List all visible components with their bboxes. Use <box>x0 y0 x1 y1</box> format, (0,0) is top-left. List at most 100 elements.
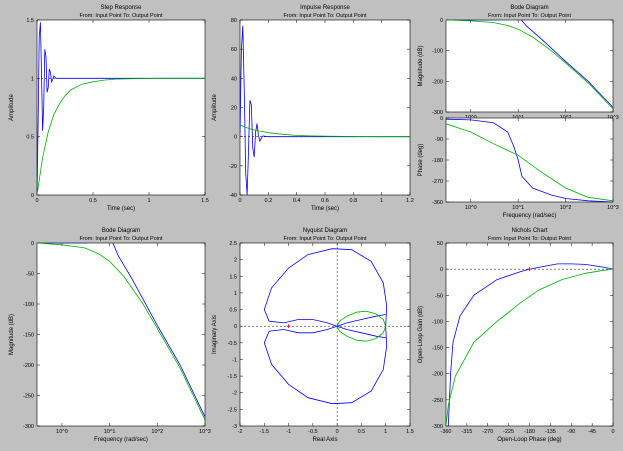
chart-subtitle: From: Input Point To: Output Point <box>488 13 572 19</box>
chart-title: Impulse Response <box>300 5 350 11</box>
series-line-mirror-blue <box>263 314 388 405</box>
x-tick-label: -0.5 <box>308 429 317 435</box>
x-tick-label: -315 <box>461 429 472 435</box>
y-tick-label: 1 <box>234 291 237 297</box>
y-tick-label: -180 <box>432 158 443 164</box>
axes-box <box>445 117 614 203</box>
y-tick-label: -40 <box>229 193 237 199</box>
x-axis-label: Time (sec) <box>107 206 135 212</box>
chart-6: Nichols Chart From: Input Point To: Outpu… <box>418 228 615 443</box>
x-axis-label: Frequency (rad/sec) <box>94 437 148 443</box>
series-line-blue <box>263 248 388 339</box>
y-axis-label: Magnitude (dB) <box>418 45 424 86</box>
x-tick-label: 10^2 <box>151 429 163 435</box>
x-tick-label: 0.2 <box>265 198 273 204</box>
x-tick-label: -135 <box>545 429 556 435</box>
x-tick-label: 1.5 <box>406 429 414 435</box>
chart-4: Bode Diagram From: Input Point To: Output… <box>9 228 211 443</box>
chart-title: Nyquist Diagram <box>303 228 347 234</box>
series-line-blue <box>446 20 613 108</box>
axes-box <box>445 19 614 113</box>
chart-title: Step Response <box>100 5 142 11</box>
y-axis-label: Open-Loop Gain (dB) <box>418 306 424 363</box>
x-tick-label: -2 <box>238 429 243 435</box>
y-axis-label: Phase (deg) <box>418 144 424 177</box>
x-tick-label: 0 <box>35 198 38 204</box>
series-line-green <box>37 243 205 421</box>
y-tick-label: 0 <box>31 193 34 199</box>
y-tick-label: 0 <box>234 324 237 330</box>
axes-box <box>239 242 411 427</box>
x-tick-label: 10^1 <box>104 429 116 435</box>
x-tick-label: 1.2 <box>406 198 414 204</box>
x-tick-label: 0.6 <box>321 198 329 204</box>
chart-5: Nyquist Diagram From: Input Point To: Out… <box>212 228 414 443</box>
x-tick-label: 0.5 <box>89 198 97 204</box>
y-tick-label: 0 <box>440 18 443 24</box>
y-tick-label: -200 <box>432 372 443 378</box>
series-line-green <box>336 310 387 327</box>
x-axis-label: Frequency (rad/sec) <box>503 213 557 219</box>
y-tick-label: -1.5 <box>228 374 237 380</box>
y-tick-label: -100 <box>432 319 443 325</box>
x-tick-label: 0 <box>238 198 241 204</box>
y-tick-label: -250 <box>23 394 34 400</box>
chart-3: 10^0 10^1 10^2 10^3 -360 -270 -180 -90 0 Frequenc… <box>418 116 619 219</box>
x-tick-label: 10^0 <box>465 205 477 211</box>
y-tick-label: -1 <box>232 357 237 363</box>
y-tick-label: -0.5 <box>228 341 237 347</box>
y-axis-label: Amplitude <box>212 94 218 121</box>
chart-title: Bode Diagram <box>102 228 140 234</box>
chart-subtitle: From: Input Point To: Output Point <box>283 236 367 242</box>
y-tick-label: -2.5 <box>228 407 237 413</box>
y-tick-label: -50 <box>435 293 443 299</box>
critical-point-marker <box>527 267 532 272</box>
x-tick-label: 0 <box>336 429 339 435</box>
series-line-blue <box>37 243 205 418</box>
x-tick-label: -1 <box>286 429 291 435</box>
y-tick-label: 2.5 <box>229 241 237 247</box>
y-axis-label: Magnitude (dB) <box>9 314 15 355</box>
chart-2: Bode Diagram From: Input Point To: Output… <box>418 5 619 129</box>
chart-subtitle: From: Input Point To: Output Point <box>79 236 163 242</box>
x-tick-label: -45 <box>588 429 596 435</box>
y-tick-label: 40 <box>231 76 237 82</box>
y-tick-label: 2 <box>234 258 237 264</box>
x-tick-label: 10^3 <box>607 205 619 211</box>
chart-0: Step Response From: Input Point To: Outpu… <box>9 5 209 212</box>
x-tick-label: 1.5 <box>201 198 209 204</box>
x-tick-label: 1 <box>384 429 387 435</box>
x-tick-label: -180 <box>524 429 535 435</box>
y-tick-label: -250 <box>432 398 443 404</box>
series-line-green <box>446 20 613 110</box>
chart-subtitle: From: Input Point To: Output Point <box>79 13 163 19</box>
x-axis-label: Open-Loop Phase (deg) <box>497 437 561 443</box>
series-line-green <box>446 268 613 426</box>
y-axis-label: Imaginary Axis <box>212 315 218 354</box>
chart-subtitle: From: Input Point To: Output Point <box>488 236 572 242</box>
axes-box <box>36 19 206 196</box>
y-tick-label: -300 <box>432 424 443 430</box>
y-tick-label: -360 <box>432 200 443 206</box>
y-tick-label: 50 <box>437 241 443 247</box>
series-line-mirror-green <box>336 326 387 342</box>
y-tick-label: 1.5 <box>229 274 237 280</box>
x-axis-label: Time (sec) <box>311 206 339 212</box>
x-tick-label: 10^3 <box>199 429 211 435</box>
series-line-blue <box>446 118 613 202</box>
x-tick-label: 0 <box>611 429 614 435</box>
y-tick-label: -90 <box>435 137 443 143</box>
y-tick-label: -270 <box>432 179 443 185</box>
y-tick-label: 0 <box>234 135 237 141</box>
y-tick-label: 0 <box>440 116 443 122</box>
chart-title: Nichols Chart <box>511 228 547 234</box>
x-tick-label: 10^0 <box>56 429 68 435</box>
y-tick-label: 1.5 <box>26 18 34 24</box>
axes-box <box>239 19 411 196</box>
y-tick-label: 0 <box>31 241 34 247</box>
y-tick-label: -100 <box>432 49 443 55</box>
x-tick-label: 1 <box>147 198 150 204</box>
y-tick-label: -150 <box>432 346 443 352</box>
y-axis-label: Amplitude <box>9 94 15 121</box>
